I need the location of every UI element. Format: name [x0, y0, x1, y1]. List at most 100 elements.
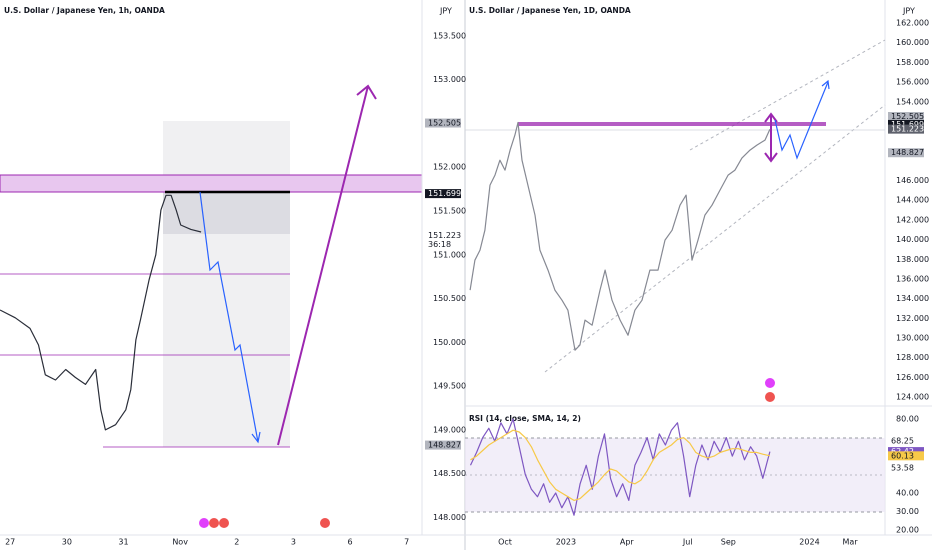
- y-tick-label: 128.000: [896, 353, 929, 362]
- y-tick-label: 146.000: [896, 176, 929, 185]
- event-icon[interactable]: [219, 518, 229, 528]
- countdown: 36:18: [428, 240, 451, 249]
- price-label-box: [425, 189, 461, 199]
- axis-unit: JPY: [902, 7, 915, 16]
- chart-title: RSI (14, close, SMA, 14, 2): [469, 414, 581, 423]
- position-shade: [163, 192, 290, 234]
- y-tick-label: 140.000: [896, 235, 929, 244]
- y-tick-label: 130.000: [896, 334, 929, 343]
- x-tick-label: Oct: [498, 538, 512, 547]
- y-tick-label: 138.000: [896, 255, 929, 264]
- arrow-head: [764, 152, 778, 163]
- price-label: 151.223: [891, 125, 924, 134]
- price-label: 152.505: [428, 119, 461, 128]
- event-icon[interactable]: [320, 518, 330, 528]
- event-icon[interactable]: [765, 392, 775, 402]
- projection-arrow: [774, 81, 829, 160]
- y-tick-label: 156.000: [896, 78, 929, 87]
- x-tick-label: 6: [348, 538, 353, 547]
- axis-unit: JPY: [439, 7, 452, 16]
- y-tick-label: 80.00: [896, 415, 919, 424]
- event-icon[interactable]: [209, 518, 219, 528]
- y-tick-label: 132.000: [896, 314, 929, 323]
- series-line: [470, 429, 771, 501]
- y-tick-label: 160.000: [896, 38, 929, 47]
- y-tick-label: 151.000: [433, 250, 466, 259]
- y-tick-label: 150.500: [433, 294, 466, 303]
- chart-title: U.S. Dollar / Japanese Yen, 1h, OANDA: [4, 6, 165, 15]
- y-tick-label: 149.500: [433, 382, 466, 391]
- y-tick-label: 158.000: [896, 58, 929, 67]
- y-tick-label: 142.000: [896, 215, 929, 224]
- price-label-box: [888, 463, 924, 473]
- y-tick-label: 151.500: [433, 207, 466, 216]
- price-label-box: [888, 119, 924, 129]
- price-label-box: [888, 436, 924, 446]
- x-tick-label: 30: [62, 538, 72, 547]
- price-label: 148.827: [891, 148, 924, 157]
- x-tick-label: 3: [291, 538, 296, 547]
- y-tick-label: 154.000: [896, 97, 929, 106]
- price-label: 151.699: [428, 189, 461, 198]
- price-label-box: [888, 148, 924, 158]
- price-label-box: [425, 118, 461, 128]
- y-tick-label: 30.00: [896, 507, 919, 516]
- y-tick-label: 148.500: [433, 469, 466, 478]
- y-tick-label: 20.00: [896, 526, 919, 535]
- x-tick-label: 31: [118, 538, 128, 547]
- x-tick-label: 27: [5, 538, 15, 547]
- countdown: 11:36:18: [891, 134, 927, 143]
- y-tick-label: 150.000: [433, 338, 466, 347]
- series-line: [469, 121, 771, 351]
- event-icon[interactable]: [765, 378, 775, 388]
- series-line: [0, 194, 202, 431]
- channel-line: [689, 39, 886, 151]
- price-label-box: [888, 124, 924, 134]
- arrow-head: [764, 112, 778, 123]
- y-tick-label: 134.000: [896, 294, 929, 303]
- x-tick-label: 2023: [556, 538, 576, 547]
- price-label: 68.25: [891, 436, 914, 445]
- x-tick-label: Apr: [620, 538, 635, 547]
- x-tick-label: Mar: [843, 538, 859, 547]
- price-label: 151.699: [891, 120, 924, 129]
- price-label-box: [425, 230, 461, 240]
- y-tick-label: 126.000: [896, 373, 929, 382]
- y-tick-label: 148.000: [433, 513, 466, 522]
- price-label-box: [888, 112, 924, 122]
- resistance-zone: [518, 122, 826, 126]
- x-tick-label: Nov: [172, 538, 188, 547]
- y-tick-label: 162.000: [896, 19, 929, 28]
- y-tick-label: 124.000: [896, 393, 929, 402]
- y-tick-label: 149.000: [433, 425, 466, 434]
- y-tick-label: 136.000: [896, 274, 929, 283]
- range-shade: [163, 121, 290, 447]
- x-tick-label: 7: [404, 538, 409, 547]
- arrow-head: [251, 431, 261, 444]
- resistance-zone: [0, 174, 423, 193]
- price-label: 151.223: [428, 231, 461, 240]
- x-tick-label: 2024: [799, 538, 819, 547]
- price-label: 53.58: [891, 463, 914, 472]
- x-tick-label: 2: [234, 538, 239, 547]
- price-label-box: [888, 451, 924, 461]
- chart-title: U.S. Dollar / Japanese Yen, 1D, OANDA: [469, 6, 631, 15]
- series-line: [469, 418, 771, 516]
- x-tick-label: Jul: [682, 538, 693, 547]
- x-tick-label: Sep: [721, 538, 736, 547]
- price-label: 60.13: [891, 451, 914, 460]
- channel-line: [544, 104, 886, 373]
- projection-arrow: [199, 191, 259, 443]
- projection-arrow: [277, 85, 369, 446]
- price-label-box: [425, 440, 461, 450]
- y-tick-label: 40.00: [896, 489, 919, 498]
- arrow-head: [356, 84, 377, 100]
- y-tick-label: 153.500: [433, 31, 466, 40]
- y-tick-label: 144.000: [896, 196, 929, 205]
- arrow-head: [821, 79, 830, 90]
- y-tick-label: 153.000: [433, 75, 466, 84]
- event-icon[interactable]: [199, 518, 209, 528]
- price-label: 152.505: [891, 112, 924, 121]
- price-label: 148.827: [428, 441, 461, 450]
